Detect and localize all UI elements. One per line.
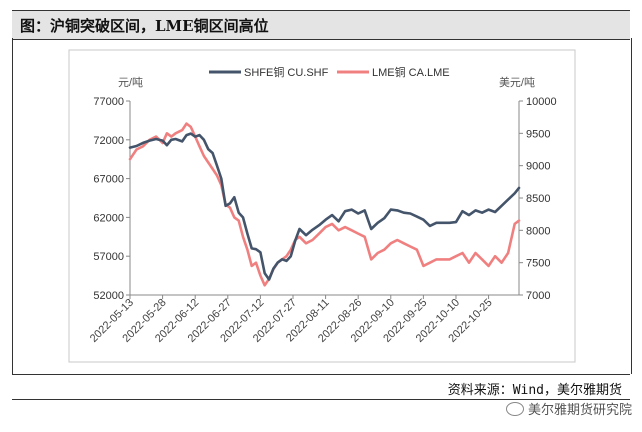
left-tick-label: 72000 [93, 135, 124, 147]
chart-svg: 元/吨 美元/吨 SHFE铜 CU.SHF LME铜 CA.LME 770007… [68, 49, 576, 363]
right-tick-label: 7500 [526, 258, 550, 270]
right-tick-label: 9500 [526, 128, 550, 140]
right-unit-label: 美元/吨 [499, 76, 535, 89]
plot-area-border [68, 49, 576, 363]
right-tick-label: 10000 [526, 96, 557, 108]
series-line-shfe [128, 132, 521, 281]
watermark-text: 美尔雅期货研究院 [527, 403, 632, 418]
right-axis-ticks: 10000 9500 9000 8500 8000 7500 7000 [519, 96, 557, 302]
source-text: 资料来源：Wind，美尔雅期货 [447, 383, 622, 398]
right-tick-label: 9000 [526, 161, 550, 173]
series-layer [128, 122, 521, 287]
title-bar: 图：沪铜突破区间，LME铜区间高位 [12, 10, 630, 40]
right-tick-label: 8000 [526, 225, 550, 237]
left-tick-label: 52000 [93, 290, 124, 302]
legend-label-shfe: SHFE铜 CU.SHF [244, 65, 329, 79]
watermark: 美尔雅期货研究院 [505, 399, 632, 418]
left-tick-label: 62000 [93, 212, 124, 224]
legend-label-lme: LME铜 CA.LME [372, 65, 450, 79]
left-tick-label: 67000 [93, 174, 124, 186]
wechat-icon [505, 402, 524, 416]
left-tick-label: 77000 [93, 96, 124, 108]
left-unit-label: 元/吨 [118, 76, 143, 89]
left-axis-ticks: 77000 72000 67000 62000 57000 52000 [93, 96, 130, 302]
chart-frame: 元/吨 美元/吨 SHFE铜 CU.SHF LME铜 CA.LME 77000 7… [12, 38, 632, 374]
left-tick-label: 57000 [93, 251, 124, 263]
right-tick-label: 8500 [526, 193, 550, 205]
figure-title: 图：沪铜突破区间，LME铜区间高位 [20, 17, 269, 35]
source-bar: 资料来源：Wind，美尔雅期货 [12, 374, 630, 400]
right-tick-label: 7000 [526, 290, 550, 302]
legend: SHFE铜 CU.SHF LME铜 CA.LME [209, 65, 450, 79]
